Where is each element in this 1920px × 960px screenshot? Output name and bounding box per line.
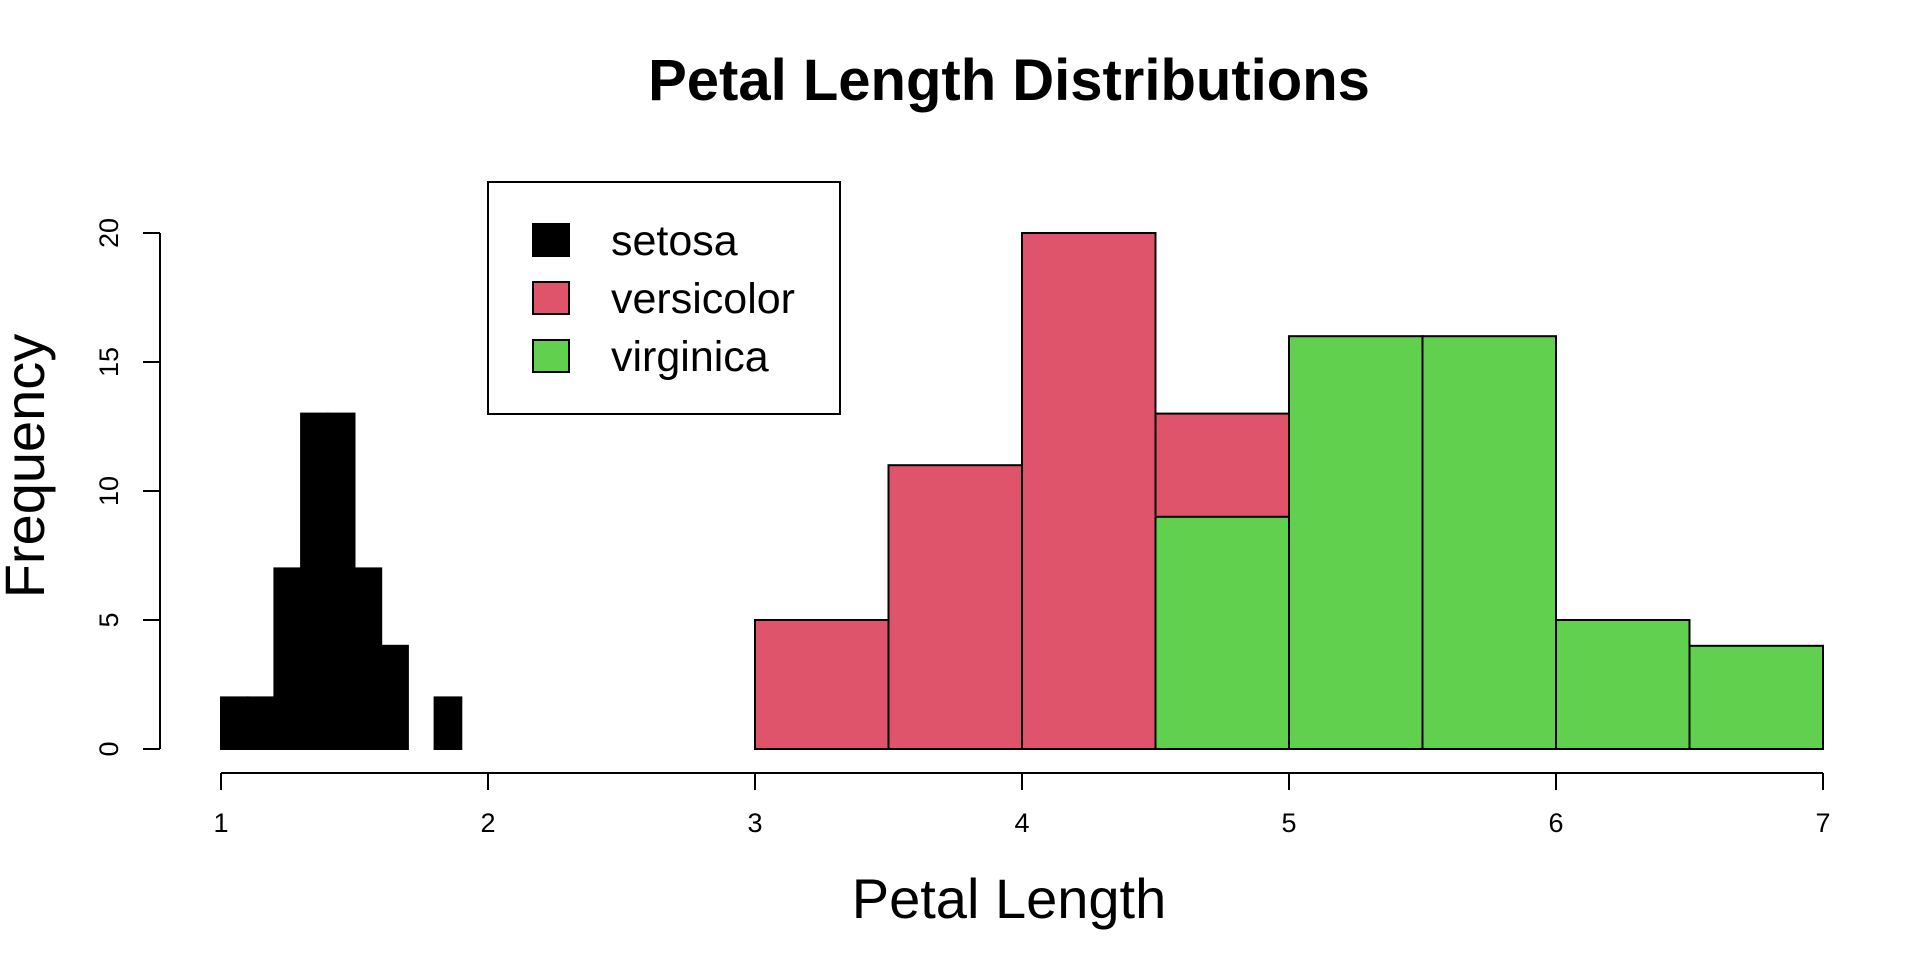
x-tick-label-6: 7 — [1815, 808, 1830, 838]
legend-label-virginica: virginica — [611, 333, 769, 381]
chart-title: Petal Length Distributions — [648, 48, 1370, 113]
legend-label-setosa: setosa — [611, 217, 738, 265]
x-tick-label-3: 4 — [1014, 808, 1029, 838]
x-tick-label-2: 3 — [747, 808, 762, 838]
y-tick-label-1: 5 — [94, 612, 124, 627]
y-tick-label-2: 10 — [94, 476, 124, 506]
legend-label-versicolor: versicolor — [611, 275, 795, 323]
y-tick-label-0: 0 — [94, 741, 124, 756]
bar-setosa-4 — [326, 412, 356, 750]
bar-virginica-3 — [1555, 619, 1691, 750]
bar-versicolor-2 — [1021, 232, 1157, 750]
bar-setosa-0 — [220, 696, 249, 751]
bar-setosa-2 — [273, 567, 303, 751]
x-tick-label-5: 6 — [1548, 808, 1563, 838]
bar-virginica-4 — [1688, 644, 1824, 750]
legend-items: setosa versicolor virginica — [532, 217, 795, 381]
legend-swatch-setosa — [532, 223, 570, 257]
legend: setosa versicolor virginica — [487, 181, 841, 415]
x-axis-label: Petal Length — [852, 867, 1166, 930]
bar-setosa-5 — [353, 567, 383, 751]
bar-virginica-2 — [1421, 335, 1557, 750]
bar-virginica-1 — [1288, 335, 1424, 750]
y-axis-label: Frequency — [0, 334, 56, 599]
x-tick-label-4: 5 — [1281, 808, 1296, 838]
x-axis: 1 2 3 4 5 6 7 — [213, 772, 1831, 838]
bar-setosa-6 — [380, 644, 409, 750]
bar-versicolor-0 — [754, 619, 890, 750]
bar-setosa-8 — [433, 696, 463, 751]
legend-swatch-versicolor — [532, 281, 570, 315]
bar-setosa-3 — [300, 412, 329, 750]
y-axis: 0 5 10 15 20 — [94, 218, 161, 757]
y-tick-label-4: 20 — [94, 218, 124, 248]
bar-virginica-0 — [1154, 515, 1290, 750]
bar-setosa-1 — [246, 696, 276, 751]
bars-layer — [220, 232, 1824, 751]
x-tick-label-0: 1 — [213, 808, 228, 838]
legend-swatch-virginica — [532, 339, 570, 373]
y-tick-label-3: 15 — [94, 347, 124, 377]
x-tick-label-1: 2 — [480, 808, 495, 838]
bar-versicolor-1 — [887, 464, 1023, 750]
